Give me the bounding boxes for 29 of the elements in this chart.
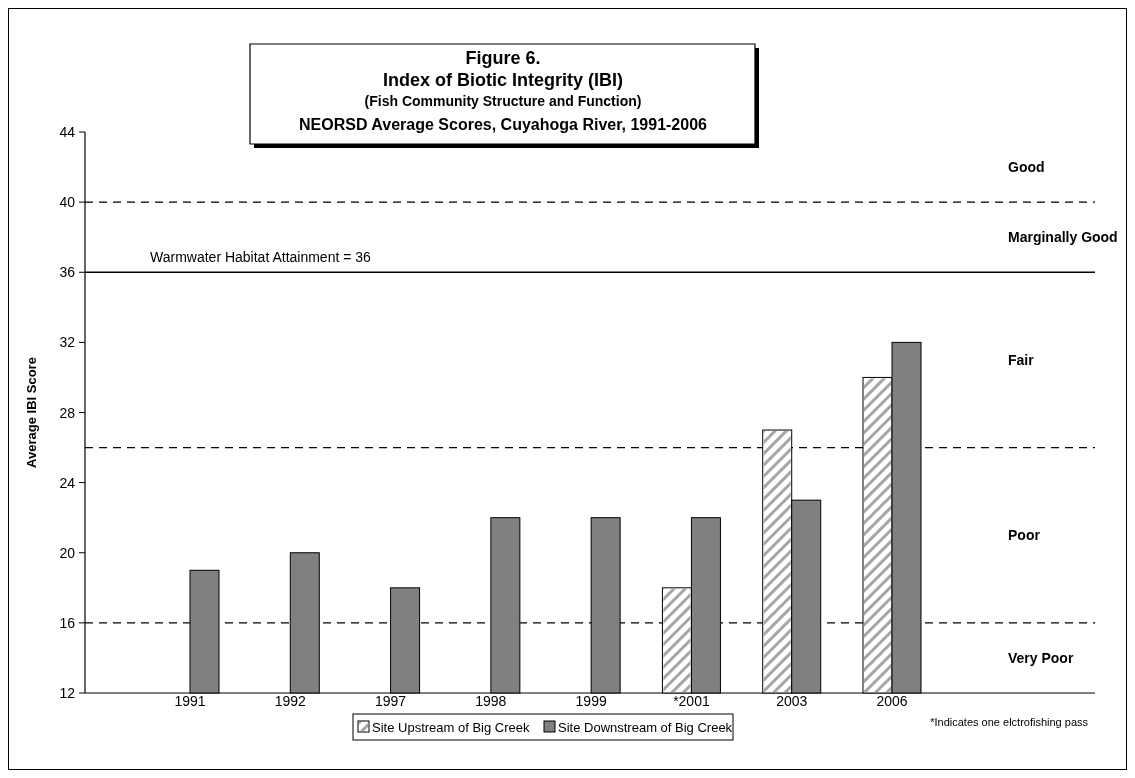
y-tick-label: 40 <box>59 194 76 211</box>
y-tick-label: 16 <box>59 614 76 631</box>
ref-line-label: Warmwater Habitat Attainment = 36 <box>150 249 372 266</box>
chart-subtitle: (Fish Community Structure and Function) NEORSD Average Scores, Cuyahoga River, 1991-2006 <box>299 93 708 133</box>
x-tick-label: 1992 <box>274 693 307 709</box>
chart-title: Figure 6. Index of Biotic Integrity (IBI) <box>382 48 624 90</box>
x-tick-label: 1991 <box>174 693 206 709</box>
text: Fair <box>1008 351 1035 368</box>
text: Very Poor <box>1008 649 1074 666</box>
legend-label: Site Downstream of Big Creek <box>558 720 733 735</box>
text: Poor <box>1008 527 1041 544</box>
x-tick-label: 1999 <box>575 693 607 709</box>
x-tick-label: 1997 <box>374 693 407 709</box>
y-tick-label: 12 <box>59 685 76 701</box>
y-tick-label: 32 <box>59 334 76 351</box>
y-tick-label: 24 <box>59 474 76 491</box>
y-tick-label: 20 <box>59 544 76 561</box>
text: Marginally Good <box>1008 229 1118 246</box>
x-tick-label: *2001 <box>673 693 710 709</box>
y-tick-label: 44 <box>59 124 76 140</box>
text: Good <box>1008 159 1045 176</box>
x-tick-label: 1998 <box>475 693 507 709</box>
y-tick-label: 36 <box>59 264 76 281</box>
x-tick-label: 2003 <box>776 693 808 709</box>
legend-label: Site Upstream of Big Creek <box>372 720 530 735</box>
text: *Indicates one elctrofishing pass <box>930 716 1089 728</box>
y-axis-title: Average IBI Score <box>24 357 39 468</box>
x-tick-label: 2006 <box>876 693 908 709</box>
y-tick-label: 28 <box>59 404 76 421</box>
